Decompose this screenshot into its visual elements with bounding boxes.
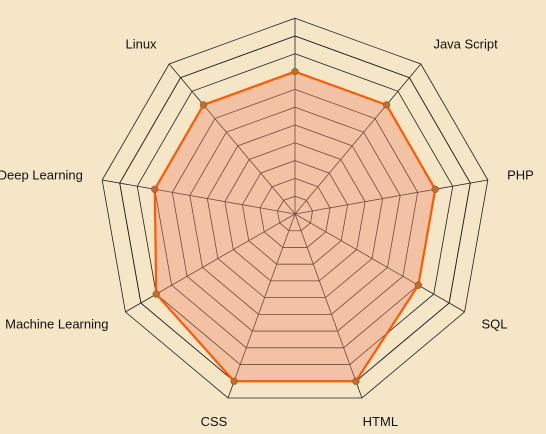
spoke-7 [102, 179, 296, 215]
spoke-4 [294, 213, 363, 399]
grid-ring-3 [241, 160, 349, 265]
series-area-0 [153, 70, 437, 383]
data-point-2 [431, 185, 439, 193]
spoke-5 [227, 213, 296, 399]
spoke-1 [294, 63, 422, 215]
data-point-8 [199, 101, 208, 109]
axis-label-5: CSS [201, 414, 228, 429]
spoke-2 [294, 179, 488, 215]
axis-label-1: Java Script [433, 36, 498, 51]
axis-label-4: HTML [363, 414, 398, 429]
grid-ring-2 [259, 177, 331, 248]
grid-ring-5 [206, 124, 384, 299]
grid-ring-7 [171, 88, 419, 332]
data-point-4 [352, 377, 360, 385]
spoke-3 [294, 213, 465, 313]
grid-ring-9 [136, 53, 454, 365]
grid-ring-1 [277, 195, 313, 232]
data-point-5 [230, 377, 238, 385]
axis-label-7: Deep Learning [0, 168, 83, 183]
data-point-7 [151, 185, 159, 193]
series [151, 67, 439, 385]
spoke-8 [168, 63, 296, 215]
data-point-3 [414, 281, 422, 289]
outer-frame-1 [101, 17, 489, 399]
axis-label-2: PHP [507, 168, 534, 183]
grid-ring-4 [224, 142, 366, 282]
axis-label-3: SQL [482, 317, 508, 332]
axis-label-6: Machine Learning [5, 317, 108, 332]
data-point-1 [382, 101, 391, 109]
axis-label-8: Linux [125, 36, 157, 51]
grid-ring-6 [189, 106, 401, 315]
data-point-6 [152, 290, 160, 298]
data-point-0 [291, 67, 299, 76]
